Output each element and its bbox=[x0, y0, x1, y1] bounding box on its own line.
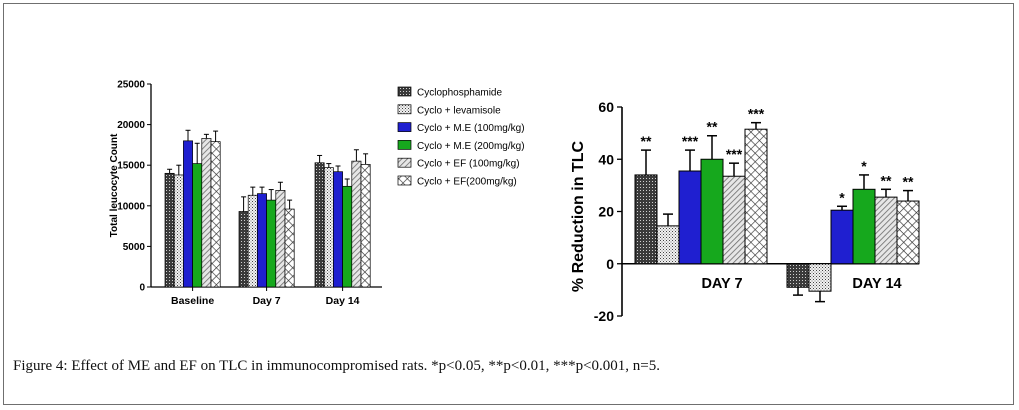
y-axis-title: % Reduction in TLC bbox=[570, 141, 587, 293]
significance-label: *** bbox=[748, 106, 765, 122]
bar bbox=[323, 167, 334, 288]
legend-label: Cyclo + levamisole bbox=[417, 105, 501, 116]
legend-swatch bbox=[397, 157, 412, 168]
y-tick-label: 40 bbox=[598, 151, 614, 167]
bar bbox=[247, 194, 258, 288]
bar bbox=[238, 211, 249, 288]
y-tick-label: 20000 bbox=[117, 120, 145, 131]
significance-label: ** bbox=[641, 133, 652, 149]
chart-percent-reduction-tlc: -20 0 20 40 60 % Reduction in TLC DAY 7 DAY 14 *… bbox=[570, 99, 920, 324]
bar bbox=[700, 158, 724, 265]
legend-swatch bbox=[397, 140, 412, 150]
bar bbox=[192, 163, 203, 288]
y-tick-label: 5000 bbox=[123, 242, 146, 253]
bar bbox=[164, 172, 175, 288]
y-tick-label: 60 bbox=[598, 99, 614, 115]
y-axis-title: Total leucocyte Count bbox=[109, 133, 120, 237]
chart-legend: Cyclophosphamide Cyclo + levamisole Cyclo … bbox=[397, 86, 525, 188]
bar bbox=[333, 171, 343, 288]
significance-label: ** bbox=[707, 119, 718, 135]
y-tick-label: 20 bbox=[598, 204, 614, 220]
bar bbox=[808, 263, 832, 292]
bar bbox=[275, 190, 286, 288]
x-tick-label: Day 7 bbox=[253, 295, 281, 307]
x-category-label: DAY 14 bbox=[852, 276, 901, 292]
bar bbox=[266, 199, 277, 288]
bar bbox=[351, 160, 362, 288]
bar bbox=[284, 208, 295, 288]
bar bbox=[786, 263, 810, 288]
x-tick-label: Day 14 bbox=[326, 295, 360, 307]
legend-swatch bbox=[397, 175, 412, 186]
bar bbox=[314, 162, 325, 288]
bar bbox=[201, 138, 212, 288]
significance-label: ** bbox=[903, 174, 914, 190]
x-category-label: DAY 7 bbox=[701, 276, 742, 292]
y-tick-label: 0 bbox=[606, 256, 614, 272]
bar bbox=[656, 225, 680, 265]
bar bbox=[678, 170, 702, 265]
bar bbox=[173, 174, 184, 288]
bar bbox=[830, 209, 854, 265]
legend-label: Cyclophosphamide bbox=[417, 88, 502, 99]
legend-swatch bbox=[397, 122, 412, 132]
bar bbox=[634, 174, 658, 265]
figure-caption: Figure 4: Effect of ME and EF on TLC in … bbox=[13, 358, 1003, 375]
y-tick-label: 10000 bbox=[117, 201, 145, 212]
chart-total-leucocyte-count: 0 5000 10000 15000 20000 25000 Total leucocyte… bbox=[109, 80, 382, 307]
bar bbox=[183, 140, 193, 288]
legend-swatch bbox=[397, 86, 412, 97]
bar bbox=[852, 188, 876, 265]
caption-label: Figure 4: bbox=[13, 358, 68, 374]
bar bbox=[257, 193, 267, 288]
bar bbox=[210, 141, 221, 288]
significance-label: ** bbox=[881, 172, 892, 188]
significance-label: *** bbox=[726, 146, 743, 162]
y-tick-label: -20 bbox=[594, 308, 614, 324]
legend-label: Cyclo + M.E (100mg/kg) bbox=[417, 123, 525, 134]
significance-label: *** bbox=[682, 133, 699, 149]
y-tick-label: 25000 bbox=[117, 80, 145, 91]
y-tick-label: 0 bbox=[139, 283, 145, 294]
bar bbox=[360, 164, 371, 288]
bar bbox=[342, 185, 353, 288]
legend-label: Cyclo + M.E (200mg/kg) bbox=[417, 141, 525, 152]
significance-label: * bbox=[839, 189, 845, 205]
x-tick-label: Baseline bbox=[171, 295, 214, 307]
legend-label: Cyclo + EF(200mg/kg) bbox=[417, 177, 517, 188]
caption-text: Effect of ME and EF on TLC in immunocomp… bbox=[71, 358, 660, 374]
legend-label: Cyclo + EF (100mg/kg) bbox=[417, 159, 520, 170]
bar bbox=[874, 196, 898, 265]
legend-swatch bbox=[397, 104, 412, 115]
y-tick-label: 15000 bbox=[117, 161, 145, 172]
significance-label: * bbox=[861, 158, 867, 174]
bar bbox=[722, 175, 746, 265]
bar bbox=[896, 200, 920, 265]
bar bbox=[744, 128, 768, 265]
